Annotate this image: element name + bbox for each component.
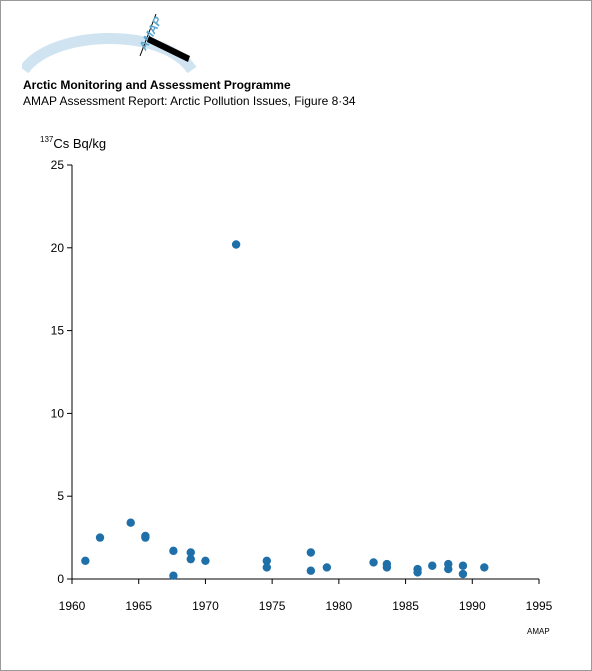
chart-points: [81, 240, 489, 580]
data-point: [428, 561, 437, 570]
data-point: [126, 518, 135, 527]
amap-logo: AMAP: [22, 13, 197, 74]
x-tick-label: 1970: [192, 599, 219, 613]
data-point: [169, 546, 178, 556]
data-point: [186, 548, 195, 557]
x-tick-label: 1965: [125, 599, 152, 613]
y-tick-label: 15: [51, 324, 65, 338]
y-tick-label: 0: [57, 572, 64, 586]
data-point: [306, 566, 316, 575]
data-point: [458, 569, 468, 579]
y-axis-label-isotope: 137: [40, 135, 54, 144]
data-point: [306, 548, 316, 557]
credit-label: AMAP: [527, 627, 550, 636]
data-point: [81, 556, 90, 565]
y-tick-label: 5: [57, 489, 64, 503]
logo-hatching: [147, 36, 190, 62]
x-tick-label: 1990: [459, 599, 486, 613]
org-title: Arctic Monitoring and Assessment Program…: [23, 78, 291, 92]
report-title: AMAP Assessment Report: Arctic Pollution…: [23, 94, 356, 108]
x-tick-label: 1975: [259, 599, 286, 613]
y-axis-label-unit: Cs Bq/kg: [53, 136, 107, 151]
x-tick-label: 1985: [392, 599, 419, 613]
y-axis-label: 137Cs Bq/kg: [40, 135, 106, 151]
x-tick-label: 1995: [526, 599, 553, 613]
data-point: [369, 558, 378, 567]
data-point: [186, 554, 195, 564]
data-point: [382, 563, 392, 572]
chart-axes: 0 5 10 15 20 25 1960 1965 1970 1975 1980 1985 1990 19…: [51, 158, 553, 613]
y-tick-label: 20: [51, 241, 65, 255]
data-point: [201, 556, 210, 565]
x-tick-label: 1960: [59, 599, 86, 613]
data-point: [141, 533, 150, 542]
data-point: [231, 240, 241, 249]
data-point: [444, 564, 453, 574]
x-tick-label: 1980: [326, 599, 353, 613]
y-tick-label: 10: [51, 406, 65, 420]
data-point: [458, 561, 468, 570]
logo-stroke: [139, 13, 157, 57]
data-point: [262, 563, 272, 572]
y-tick-label: 25: [51, 158, 65, 172]
data-point: [413, 568, 422, 577]
data-point: [262, 556, 272, 565]
data-point: [95, 533, 105, 542]
data-point: [322, 563, 332, 572]
data-point: [169, 571, 178, 580]
data-point: [480, 563, 489, 572]
